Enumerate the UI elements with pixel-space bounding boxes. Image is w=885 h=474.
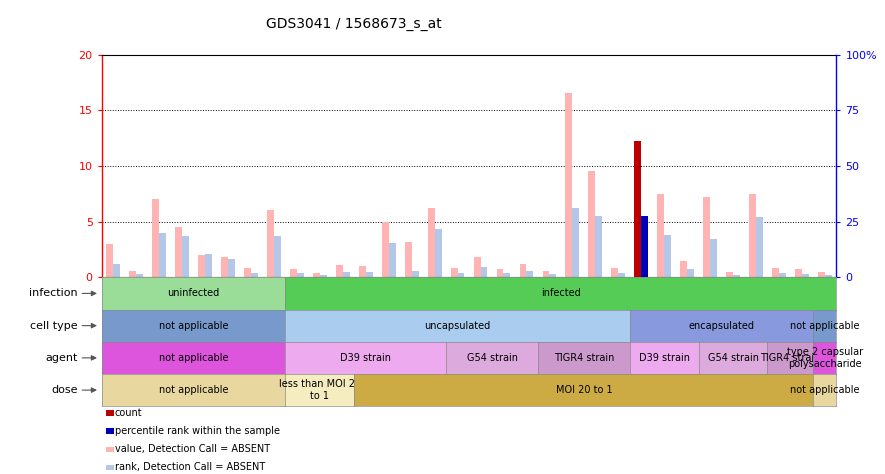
Bar (228, 259, 235, 277)
Bar (756, 217, 763, 277)
Bar (404, 242, 412, 277)
Bar (458, 273, 465, 277)
Bar (244, 268, 251, 277)
Text: MOI 20 to 1: MOI 20 to 1 (556, 385, 612, 395)
Bar (573, 208, 580, 277)
Bar (290, 270, 296, 277)
Text: not applicable: not applicable (158, 320, 228, 331)
Bar (205, 254, 212, 277)
Bar (543, 271, 550, 277)
Bar (381, 222, 389, 277)
Text: percentile rank within the sample: percentile rank within the sample (115, 426, 280, 437)
Bar (129, 271, 136, 277)
Text: type 2 capsular
polysaccharide: type 2 capsular polysaccharide (787, 347, 863, 369)
Text: G54 strain: G54 strain (707, 353, 758, 363)
Bar (704, 197, 710, 277)
Bar (296, 273, 304, 277)
Text: TIGR4 strain: TIGR4 strain (554, 353, 614, 363)
Text: not applicable: not applicable (158, 353, 228, 363)
Bar (504, 273, 511, 277)
Bar (274, 236, 281, 277)
Bar (519, 264, 527, 277)
Bar (825, 275, 832, 277)
Bar (566, 93, 573, 277)
Bar (473, 257, 481, 277)
Bar (612, 268, 619, 277)
Bar (313, 273, 319, 277)
Text: uncapsulated: uncapsulated (425, 320, 490, 331)
Bar (251, 273, 258, 277)
Bar (802, 274, 809, 277)
Bar (772, 268, 779, 277)
Bar (496, 270, 504, 277)
Text: rank, Detection Call = ABSENT: rank, Detection Call = ABSENT (115, 462, 265, 473)
Text: infection: infection (29, 288, 78, 299)
Bar (336, 265, 342, 277)
Text: cell type: cell type (30, 320, 78, 331)
Text: not applicable: not applicable (790, 320, 859, 331)
Bar (136, 274, 143, 277)
Bar (412, 271, 419, 277)
Text: encapsulated: encapsulated (689, 320, 755, 331)
Bar (159, 233, 166, 277)
Bar (687, 270, 694, 277)
Bar (198, 255, 205, 277)
Bar (450, 268, 458, 277)
Text: not applicable: not applicable (158, 385, 228, 395)
Text: not applicable: not applicable (790, 385, 859, 395)
Bar (727, 272, 733, 277)
Bar (642, 216, 648, 277)
Text: GDS3041 / 1568673_s_at: GDS3041 / 1568673_s_at (266, 17, 442, 31)
Bar (366, 272, 373, 277)
Text: uninfected: uninfected (167, 288, 219, 299)
Bar (818, 272, 825, 277)
Bar (481, 267, 488, 277)
Bar (342, 272, 350, 277)
Bar (152, 200, 159, 277)
Bar (749, 194, 756, 277)
Bar (267, 210, 274, 277)
Bar (795, 270, 802, 277)
Bar (681, 261, 687, 277)
Bar (435, 229, 442, 277)
Bar (113, 264, 120, 277)
Bar (589, 172, 596, 277)
Bar (733, 275, 740, 277)
Bar (779, 273, 786, 277)
Bar (389, 243, 396, 277)
Text: D39 strain: D39 strain (340, 353, 391, 363)
Bar (182, 236, 189, 277)
Bar (359, 266, 366, 277)
Text: G54 strain: G54 strain (466, 353, 518, 363)
Text: count: count (115, 408, 142, 419)
Text: infected: infected (541, 288, 581, 299)
Bar (427, 208, 435, 277)
Bar (710, 239, 717, 277)
Text: TIGR4 strain: TIGR4 strain (760, 353, 820, 363)
Bar (221, 257, 228, 277)
Bar (550, 274, 557, 277)
Bar (175, 227, 182, 277)
Bar (319, 275, 327, 277)
Bar (635, 141, 642, 277)
Bar (527, 271, 534, 277)
Bar (596, 216, 602, 277)
Text: dose: dose (51, 385, 78, 395)
Text: D39 strain: D39 strain (639, 353, 689, 363)
Bar (619, 273, 625, 277)
Bar (664, 235, 671, 277)
Text: value, Detection Call = ABSENT: value, Detection Call = ABSENT (115, 444, 270, 455)
Text: agent: agent (45, 353, 78, 363)
Bar (106, 244, 113, 277)
Text: less than MOI 20
to 1: less than MOI 20 to 1 (279, 379, 361, 401)
Bar (658, 194, 664, 277)
